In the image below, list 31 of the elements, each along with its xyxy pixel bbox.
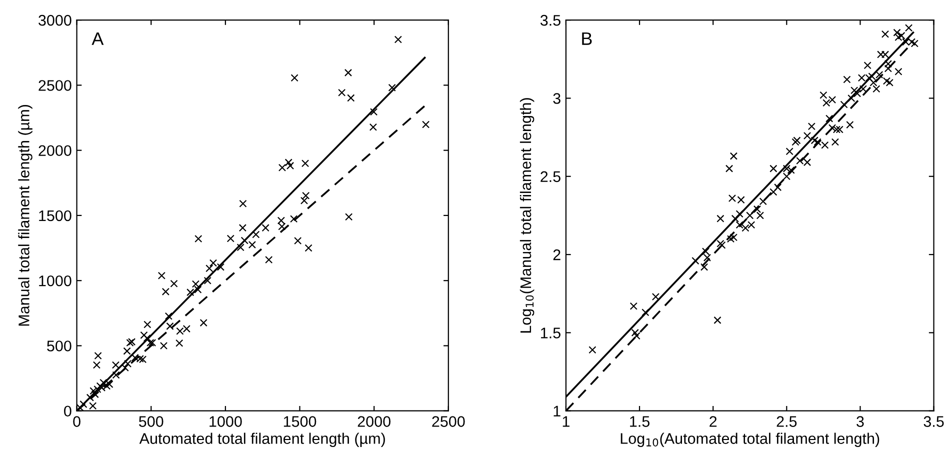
x-axis-title: Log$_{10}$(Automated total filament length) [620, 432, 880, 447]
x-tick-label: 500 [138, 416, 164, 427]
y-tick-label: 500 [47, 340, 72, 352]
x-tick-label: 1000 [210, 416, 242, 427]
y-tick-label: 3000 [38, 14, 72, 26]
y-tick-label: 0 [64, 406, 72, 417]
y-axis-title: Manual total filament length (µm) [18, 105, 32, 326]
x-tick-label: 1.5 [630, 416, 650, 427]
x-tick-label: 2000 [358, 416, 390, 427]
x-tick-label: 3.5 [924, 416, 944, 427]
y-tick-label: 1000 [39, 275, 72, 286]
y-tick-label: 2.5 [540, 171, 560, 182]
y-tick-label: 1 [554, 406, 560, 416]
y-tick-label: 3 [553, 93, 560, 104]
x-tick-label: 1500 [284, 416, 316, 427]
annotation: B [582, 32, 592, 45]
y-axis-title: Log$_{10}$(Manual total filament length) [520, 98, 534, 333]
y-tick-label: 1500 [39, 210, 72, 222]
y-tick-label: 3.5 [540, 14, 560, 26]
x-tick-label: 2 [710, 416, 717, 427]
x-axis-title: Automated total filament length (µm) [139, 432, 385, 447]
x-tick-label: 2500 [432, 416, 465, 427]
y-tick-label: 2000 [38, 145, 72, 156]
y-tick-label: 2 [553, 249, 560, 260]
y-tick-label: 1.5 [541, 328, 560, 338]
x-tick-label: 3 [856, 416, 864, 427]
x-tick-label: 1 [562, 416, 570, 427]
y-tick-label: 2500 [38, 80, 72, 91]
annotation: A [92, 32, 104, 45]
x-tick-label: 0 [73, 416, 80, 427]
x-tick-label: 2.5 [776, 416, 797, 427]
